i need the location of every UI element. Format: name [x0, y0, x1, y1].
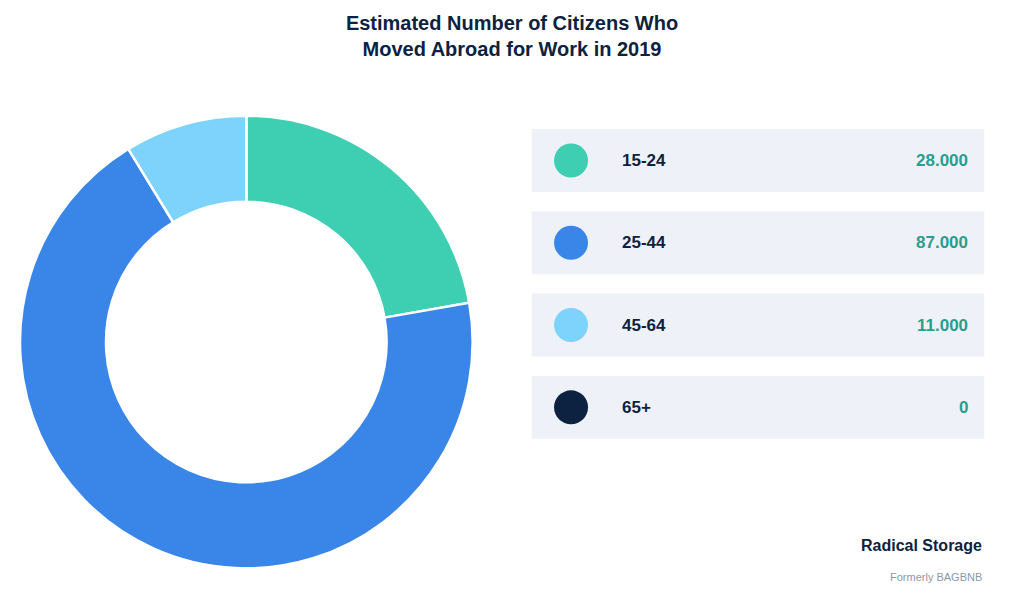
- svg-text:Estimated Number of Citizens W: Estimated Number of Citizens WhoMoved Ab…: [346, 12, 678, 60]
- svg-text:11.000: 11.000: [917, 316, 968, 335]
- svg-text:25-44: 25-44: [622, 233, 666, 252]
- svg-text:Formerly BAGBNB: Formerly BAGBNB: [890, 571, 982, 583]
- svg-text:65+: 65+: [622, 398, 651, 417]
- svg-text:0: 0: [959, 398, 968, 417]
- svg-text:Radical Storage: Radical Storage: [861, 537, 982, 554]
- svg-text:87.000: 87.000: [916, 233, 968, 252]
- svg-text:15-24: 15-24: [622, 151, 666, 170]
- svg-text:45-64: 45-64: [622, 316, 666, 335]
- svg-text:28.000: 28.000: [916, 151, 968, 170]
